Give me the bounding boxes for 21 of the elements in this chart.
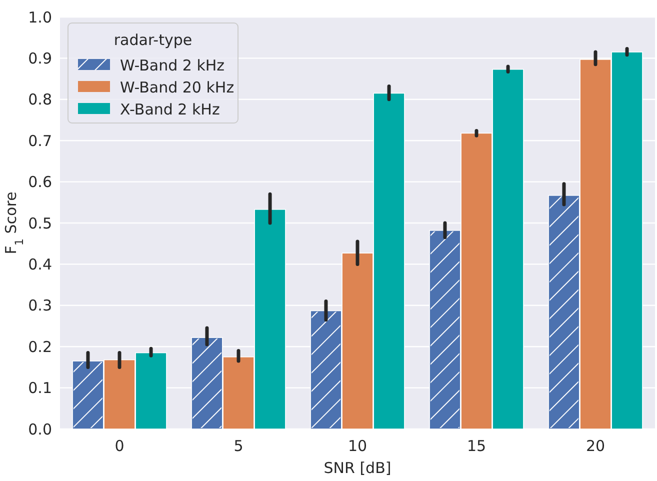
y-tick-label: 0.6 (28, 173, 52, 192)
x-axis-title: SNR [dB] (324, 459, 392, 477)
y-tick-label: 0.3 (28, 296, 52, 315)
legend-title: radar-type (114, 31, 192, 49)
y-tick-label: 0.7 (28, 132, 52, 150)
legend-label: W-Band 2 kHz (120, 56, 225, 74)
y-tick-label: 0.9 (28, 49, 52, 68)
y-tick-label: 0.5 (28, 214, 52, 232)
y-tick-label: 0.2 (28, 338, 52, 356)
y-tick-label: 1.0 (28, 8, 52, 26)
x-tick-label: 20 (586, 437, 606, 455)
y-tick-label: 0.8 (28, 90, 52, 109)
y-tick-label: 0.0 (28, 420, 52, 438)
x-tick-label: 10 (348, 437, 368, 455)
legend-label: X-Band 2 kHz (120, 100, 220, 118)
x-tick-label: 15 (466, 437, 486, 455)
y-tick-label: 0.1 (28, 379, 52, 398)
x-tick-label: 0 (114, 437, 124, 455)
legend-label: W-Band 20 kHz (120, 78, 234, 96)
x-tick-label: 5 (234, 437, 244, 455)
y-tick-label: 0.4 (28, 255, 52, 274)
